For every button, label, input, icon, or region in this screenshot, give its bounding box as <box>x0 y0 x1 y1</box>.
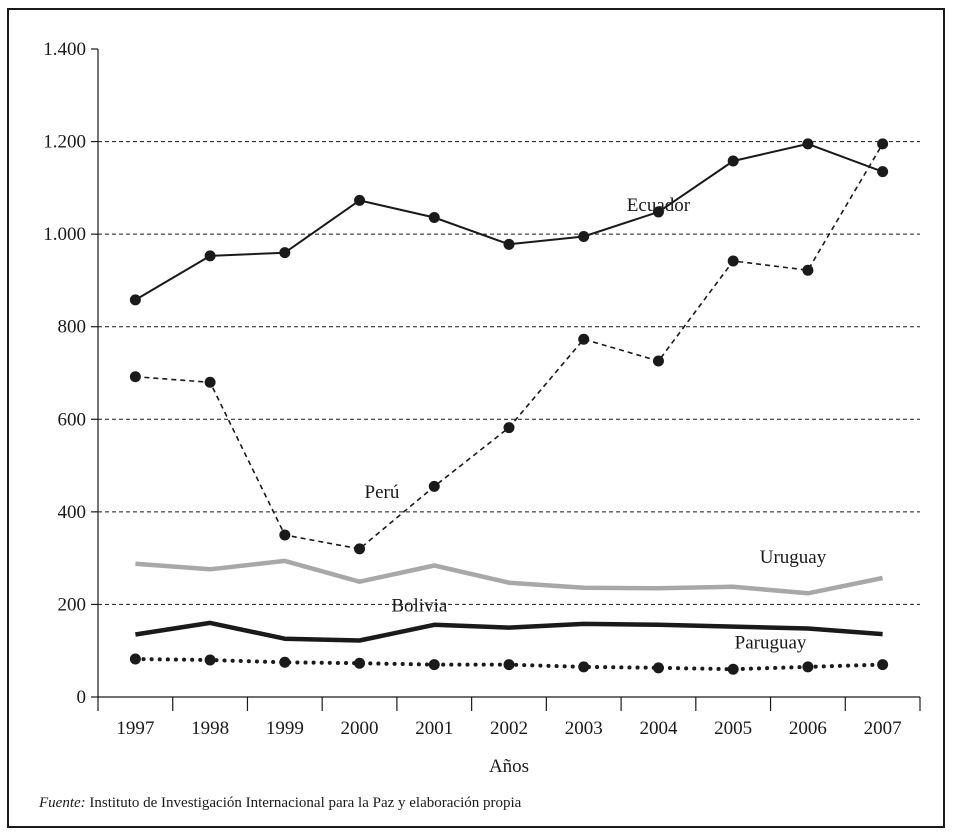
series-line-ecuador <box>134 142 883 301</box>
source-label: Fuente: <box>39 795 86 811</box>
y-tick-label: 600 <box>58 409 87 430</box>
data-point-ecuador <box>354 194 366 206</box>
data-point-ecuador <box>129 294 141 306</box>
x-tick-label: 1997 <box>116 718 154 739</box>
y-tick-label: 200 <box>58 594 87 615</box>
data-point-ecuador <box>204 250 216 262</box>
data-point-paruguay <box>279 656 291 668</box>
series-label-ecuador: Ecuador <box>627 195 691 216</box>
series-label-peru: Perú <box>365 482 400 503</box>
y-tick-label: 1.000 <box>43 224 86 245</box>
data-point-peru <box>204 376 216 388</box>
source-text: Instituto de Investigación Internacional… <box>85 795 522 811</box>
source-note: Fuente: Instituto de Investigación Inter… <box>39 795 521 812</box>
data-point-peru <box>802 264 814 276</box>
data-point-peru <box>877 138 889 150</box>
data-point-paruguay <box>652 662 664 674</box>
y-tick-label: 1.400 <box>43 39 86 60</box>
data-point-paruguay <box>204 654 216 666</box>
x-tick-label: 2006 <box>789 718 827 739</box>
data-point-paruguay <box>802 661 814 673</box>
data-point-paruguay <box>428 659 440 671</box>
y-tick-label: 1.200 <box>43 132 86 153</box>
data-point-ecuador <box>578 230 590 242</box>
data-point-ecuador <box>802 138 814 150</box>
data-point-ecuador <box>877 166 889 178</box>
x-tick-label: 2003 <box>565 718 603 739</box>
data-point-paruguay <box>129 653 141 665</box>
data-point-peru <box>652 355 664 367</box>
x-axis-title: Años <box>489 756 529 777</box>
data-point-ecuador <box>727 155 739 167</box>
y-tick-label: 400 <box>58 502 87 523</box>
data-point-peru <box>503 422 515 434</box>
series-label-bolivia: Bolivia <box>391 595 448 616</box>
data-point-paruguay <box>578 661 590 673</box>
data-point-peru <box>129 371 141 383</box>
data-point-paruguay <box>503 659 515 671</box>
x-tick-label: 2007 <box>864 718 902 739</box>
data-point-ecuador <box>279 247 291 259</box>
series-line-bolivia <box>135 620 883 643</box>
data-point-ecuador <box>503 238 515 250</box>
x-tick-label: 2000 <box>341 718 379 739</box>
data-point-paruguay <box>727 663 739 675</box>
data-point-ecuador <box>652 206 664 218</box>
data-point-peru <box>727 255 739 267</box>
x-tick-label: 2001 <box>415 718 453 739</box>
data-point-ecuador <box>428 211 440 223</box>
data-point-paruguay <box>354 657 366 669</box>
series-line-uruguay <box>135 558 884 596</box>
data-point-peru <box>279 529 291 541</box>
series-line-peru <box>135 143 884 550</box>
x-tick-label: 2005 <box>714 718 752 739</box>
y-tick-label: 800 <box>58 317 87 338</box>
data-point-peru <box>578 333 590 345</box>
data-point-paruguay <box>877 659 889 671</box>
y-tick-label: 0 <box>77 687 87 708</box>
series-label-paruguay: Paruguay <box>735 632 807 653</box>
x-tick-label: 1998 <box>191 718 229 739</box>
x-tick-label: 2002 <box>490 718 528 739</box>
x-tick-label: 2004 <box>639 718 678 739</box>
chart-frame <box>7 8 945 828</box>
data-point-peru <box>354 543 366 555</box>
x-tick-label: 1999 <box>266 718 304 739</box>
data-point-peru <box>428 480 440 492</box>
series-label-uruguay: Uruguay <box>760 547 827 568</box>
